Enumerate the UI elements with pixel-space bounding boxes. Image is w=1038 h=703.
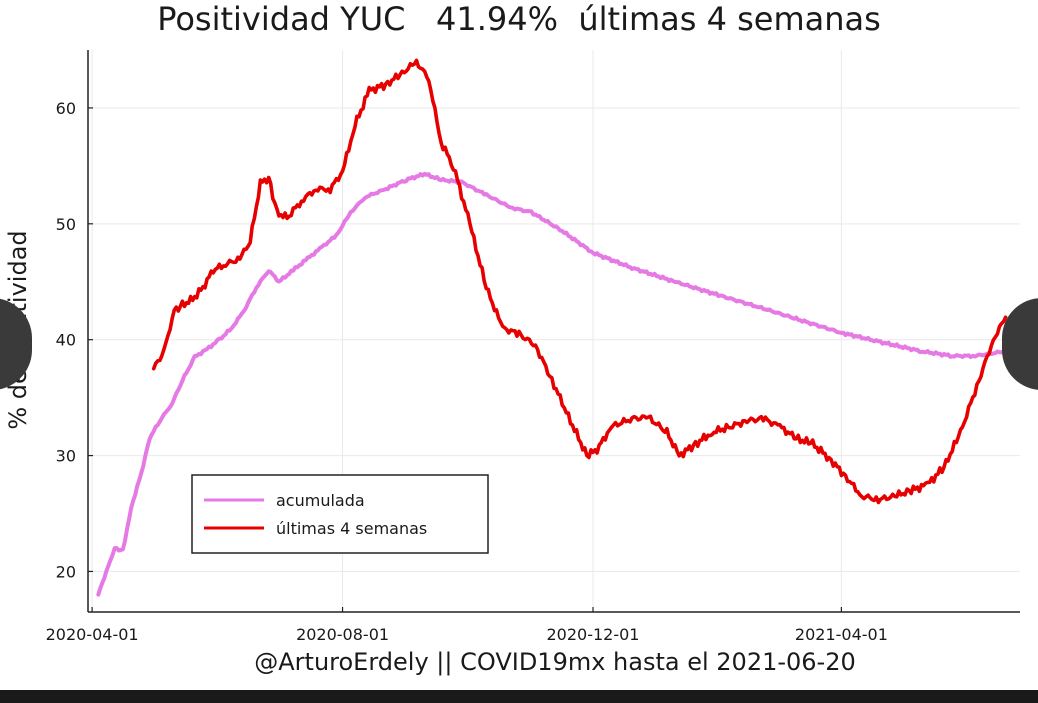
x-axis-label: @ArturoErdely || COVID19mx hasta el 2021…	[254, 648, 856, 676]
legend-label: acumulada	[276, 491, 365, 510]
legend-box	[191, 474, 489, 554]
axes: 20 30 40 50 60 2020-04-01 2020-08-01 2020-12-01…	[46, 50, 1020, 644]
x-tick-label: 2020-08-01	[296, 625, 389, 644]
y-tick-label: 30	[56, 447, 76, 466]
series-line-acumulada	[96, 171, 1008, 597]
grid	[88, 50, 1020, 612]
y-tick-label: 60	[56, 99, 76, 118]
y-tick-label: 40	[56, 331, 76, 350]
chart-title: Positividad YUC 41.94% últimas 4 semanas	[157, 0, 881, 38]
bottom-bar	[0, 690, 1038, 703]
x-tick-label: 2020-04-01	[46, 625, 139, 644]
legend: acumulada últimas 4 semanas	[191, 474, 489, 554]
series-line-ultimas-4-semanas	[151, 58, 1008, 505]
y-tick-label: 20	[56, 562, 76, 581]
y-tick-label: 50	[56, 215, 76, 234]
legend-label: últimas 4 semanas	[276, 519, 427, 538]
x-tick-label: 2020-12-01	[547, 625, 640, 644]
x-tick-label: 2021-04-01	[795, 625, 888, 644]
series-lines	[96, 58, 1008, 597]
